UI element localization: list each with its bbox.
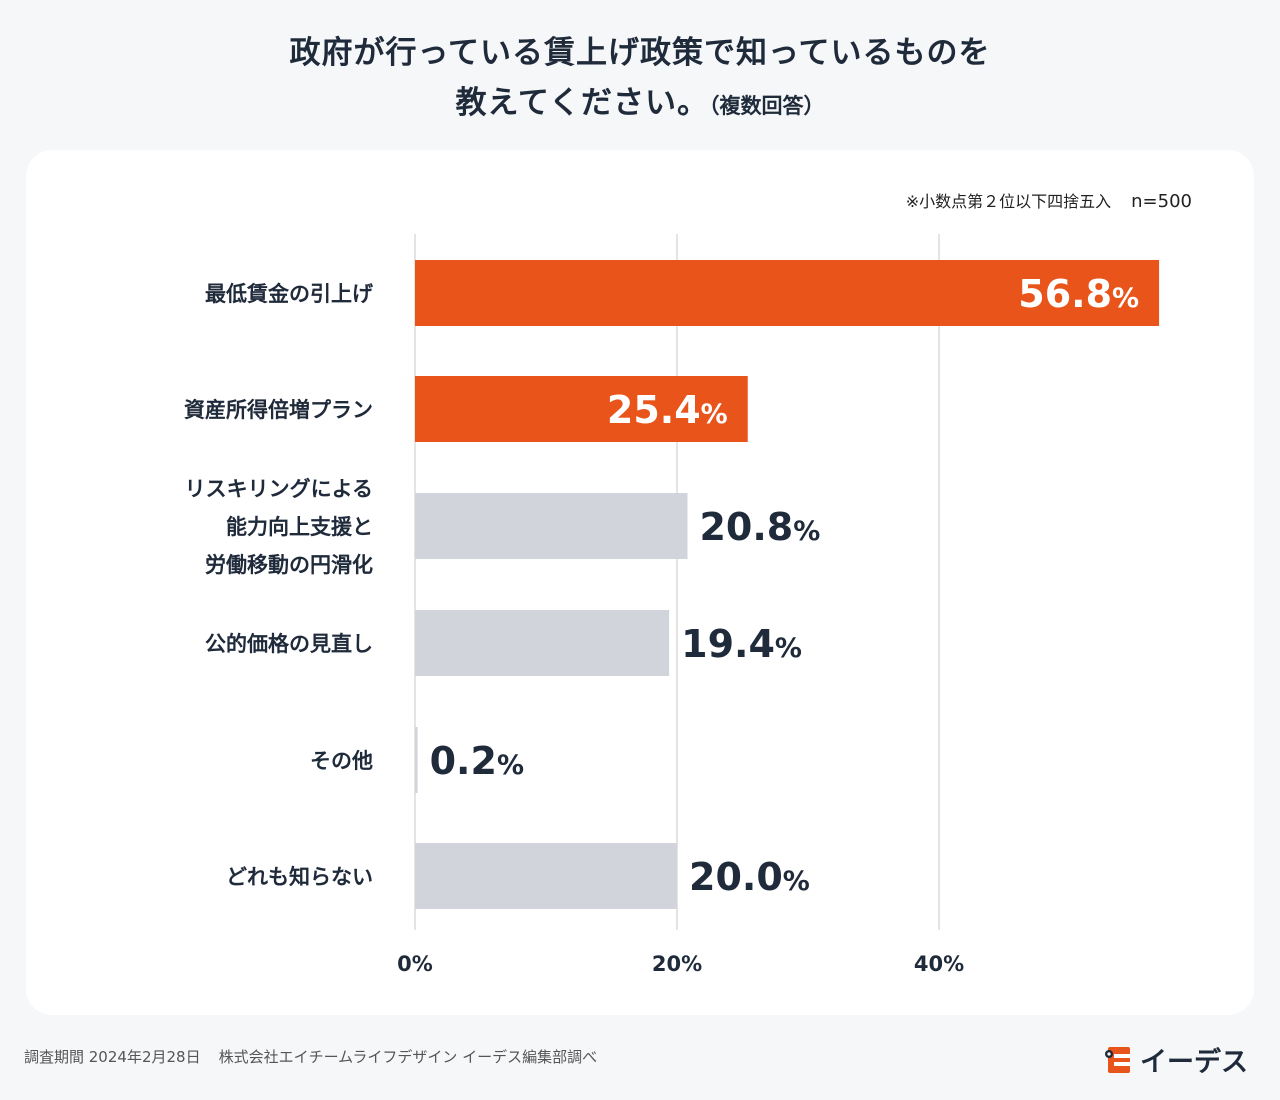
category-label: 資産所得倍増プラン (184, 398, 373, 422)
x-tick-label: 40% (914, 952, 964, 976)
sample-size: n=500 (1131, 191, 1192, 212)
chart-title: 政府が行っている賃上げ政策で知っているものを 教えてください。（複数回答） (0, 28, 1280, 131)
title-line-1: 政府が行っている賃上げ政策で知っているものを (289, 35, 991, 71)
category-label: 公的価格の見直し (205, 632, 373, 656)
bar (415, 376, 748, 442)
bar (415, 260, 1160, 326)
chart-card: ※小数点第２位以下四捨五入 n=500 0% 20% 40% 最低賃金の引上げ 56.8%… (26, 150, 1254, 1015)
rounding-note: ※小数点第２位以下四捨五入 (905, 192, 1112, 211)
value-label: 19.4% (681, 622, 802, 666)
title-line-2: 教えてください。（複数回答） (0, 78, 1280, 131)
bar-chart: 0% 20% 40%最低賃金の引上げ 56.8%資産所得倍増プラン 25.4%リスキリン… (184, 234, 1160, 976)
x-tick-label: 20% (652, 952, 702, 976)
survey-source: 株式会社エイチームライフデザイン イーデス編集部調べ (218, 1048, 598, 1066)
footer: 調査期間 2024年2月28日 株式会社エイチームライフデザイン イーデス編集部調… (24, 1046, 597, 1067)
brand-logo: イーデス (1104, 1040, 1248, 1079)
bar (415, 843, 677, 909)
title-line-2-main: 教えてください。 (455, 85, 710, 121)
category-label: どれも知らない (226, 865, 373, 889)
logo-icon (1105, 1046, 1130, 1073)
value-label: 20.0% (689, 855, 810, 899)
chart-annotation: ※小数点第２位以下四捨五入 n=500 (906, 188, 1192, 212)
bar (415, 493, 688, 559)
survey-period: 調査期間 2024年2月28日 (24, 1048, 201, 1066)
x-tick-label: 0% (397, 952, 433, 976)
bar (415, 727, 418, 793)
category-label: リスキリングによる能力向上支援と労働移動の円滑化 (185, 477, 373, 577)
value-label: 56.8% (1018, 272, 1139, 316)
logo-text: イーデス (1140, 1047, 1248, 1078)
category-label: その他 (310, 749, 373, 773)
bar (415, 610, 670, 676)
title-note: （複数回答） (709, 94, 825, 118)
category-label: 最低賃金の引上げ (205, 282, 374, 306)
value-label: 20.8% (699, 505, 820, 549)
value-label: 0.2% (430, 739, 524, 783)
